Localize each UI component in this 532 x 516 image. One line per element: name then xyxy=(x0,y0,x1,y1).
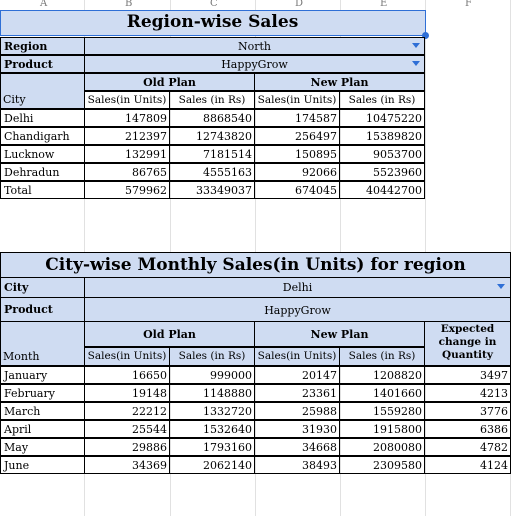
value-cell[interactable]: 4782 xyxy=(424,438,511,456)
new-rs-header: Sales (in Rs) xyxy=(339,347,425,366)
city-cell[interactable]: Lucknow xyxy=(0,145,85,163)
month-cell[interactable]: May xyxy=(0,438,85,456)
value-cell[interactable]: 15389820 xyxy=(339,127,425,145)
old-units-header: Sales(in Units) xyxy=(84,347,170,366)
city-dropdown-arrow-icon[interactable] xyxy=(497,284,505,289)
product-dropdown[interactable]: HappyGrow xyxy=(84,55,425,73)
city-dropdown[interactable]: Delhi xyxy=(84,277,511,298)
value-cell[interactable]: 212397 xyxy=(84,127,170,145)
month-cell[interactable]: June xyxy=(0,456,85,474)
value-cell[interactable]: 174587 xyxy=(254,109,340,127)
value-cell[interactable]: 4555163 xyxy=(169,163,255,181)
value-cell[interactable]: 22212 xyxy=(84,402,170,420)
value-cell[interactable]: 3776 xyxy=(424,402,511,420)
month-cell[interactable]: April xyxy=(0,420,85,438)
city-column-header: City xyxy=(3,93,26,106)
expected-change-header: Expected change in Quantity xyxy=(424,321,511,366)
value-cell[interactable]: 20147 xyxy=(254,366,340,384)
value-cell[interactable]: 10475220 xyxy=(339,109,425,127)
value-cell[interactable]: 34668 xyxy=(254,438,340,456)
value-cell[interactable]: 2080080 xyxy=(339,438,425,456)
value-cell[interactable]: 3497 xyxy=(424,366,511,384)
month-cell[interactable]: February xyxy=(0,384,85,402)
value-cell[interactable]: 1401660 xyxy=(339,384,425,402)
value-cell[interactable]: 150895 xyxy=(254,145,340,163)
value-cell[interactable]: 40442700 xyxy=(339,181,425,199)
city-table-title[interactable]: City-wise Monthly Sales(in Units) for re… xyxy=(0,252,511,278)
old-plan-header: Old Plan xyxy=(84,321,255,347)
product-dropdown-arrow-icon[interactable] xyxy=(412,61,420,66)
value-cell[interactable]: 2062140 xyxy=(169,456,255,474)
city-label: City xyxy=(0,277,85,298)
value-cell[interactable]: 2309580 xyxy=(339,456,425,474)
value-cell[interactable]: 6386 xyxy=(424,420,511,438)
value-cell[interactable]: 38493 xyxy=(254,456,340,474)
selection-handle[interactable] xyxy=(422,32,429,39)
region-label: Region xyxy=(0,37,85,55)
month-cell[interactable]: March xyxy=(0,402,85,420)
value-cell[interactable]: 1559280 xyxy=(339,402,425,420)
old-units-header: Sales(in Units) xyxy=(84,91,170,109)
column-header-b[interactable]: B xyxy=(125,0,133,9)
value-cell[interactable]: 999000 xyxy=(169,366,255,384)
value-cell[interactable]: 29886 xyxy=(84,438,170,456)
month-column-header: Month xyxy=(3,350,40,363)
value-cell[interactable]: 1793160 xyxy=(169,438,255,456)
value-cell[interactable]: 1532640 xyxy=(169,420,255,438)
value-cell[interactable]: 23361 xyxy=(254,384,340,402)
new-units-header: Sales(in Units) xyxy=(254,347,340,366)
value-cell[interactable]: 25544 xyxy=(84,420,170,438)
old-rs-header: Sales (in Rs) xyxy=(169,347,255,366)
value-cell[interactable]: 92066 xyxy=(254,163,340,181)
value-cell[interactable]: 1148880 xyxy=(169,384,255,402)
new-plan-header: New Plan xyxy=(254,73,425,91)
column-header-c[interactable]: C xyxy=(210,0,218,9)
value-cell[interactable]: 5523960 xyxy=(339,163,425,181)
region-dropdown[interactable]: North xyxy=(84,37,425,55)
region-dropdown-arrow-icon[interactable] xyxy=(412,43,420,48)
region-table-title[interactable]: Region-wise Sales xyxy=(0,10,425,36)
value-cell[interactable]: 31930 xyxy=(254,420,340,438)
value-cell[interactable]: 132991 xyxy=(84,145,170,163)
new-units-header: Sales(in Units) xyxy=(254,91,340,109)
month-header-cell xyxy=(0,321,85,366)
new-plan-header: New Plan xyxy=(254,321,425,347)
value-cell[interactable]: 34369 xyxy=(84,456,170,474)
value-cell[interactable]: 25988 xyxy=(254,402,340,420)
value-cell[interactable]: 147809 xyxy=(84,109,170,127)
value-cell[interactable]: 33349037 xyxy=(169,181,255,199)
value-cell[interactable]: 86765 xyxy=(84,163,170,181)
selection-outline xyxy=(0,10,426,36)
month-cell[interactable]: January xyxy=(0,366,85,384)
value-cell[interactable]: 256497 xyxy=(254,127,340,145)
value-cell[interactable]: 1332720 xyxy=(169,402,255,420)
column-header-a[interactable]: A xyxy=(40,0,48,9)
city-cell[interactable]: Dehradun xyxy=(0,163,85,181)
value-cell[interactable]: 8868540 xyxy=(169,109,255,127)
product-value[interactable]: HappyGrow xyxy=(84,297,511,322)
value-cell[interactable]: 9053700 xyxy=(339,145,425,163)
value-cell[interactable]: 674045 xyxy=(254,181,340,199)
value-cell[interactable]: 19148 xyxy=(84,384,170,402)
value-cell[interactable]: 4124 xyxy=(424,456,511,474)
new-rs-header: Sales (in Rs) xyxy=(339,91,425,109)
city-cell[interactable]: Delhi xyxy=(0,109,85,127)
product-label: Product xyxy=(0,297,85,322)
column-header-f[interactable]: F xyxy=(465,0,472,9)
city-cell[interactable]: Chandigarh xyxy=(0,127,85,145)
city-header-cell xyxy=(0,73,85,109)
total-label[interactable]: Total xyxy=(0,181,85,199)
value-cell[interactable]: 1208820 xyxy=(339,366,425,384)
old-plan-header: Old Plan xyxy=(84,73,255,91)
value-cell[interactable]: 579962 xyxy=(84,181,170,199)
column-header-d[interactable]: D xyxy=(295,0,304,9)
value-cell[interactable]: 12743820 xyxy=(169,127,255,145)
value-cell[interactable]: 16650 xyxy=(84,366,170,384)
product-label: Product xyxy=(0,55,85,73)
value-cell[interactable]: 7181514 xyxy=(169,145,255,163)
old-rs-header: Sales (in Rs) xyxy=(169,91,255,109)
value-cell[interactable]: 4213 xyxy=(424,384,511,402)
column-header-e[interactable]: E xyxy=(380,0,388,9)
value-cell[interactable]: 1915800 xyxy=(339,420,425,438)
